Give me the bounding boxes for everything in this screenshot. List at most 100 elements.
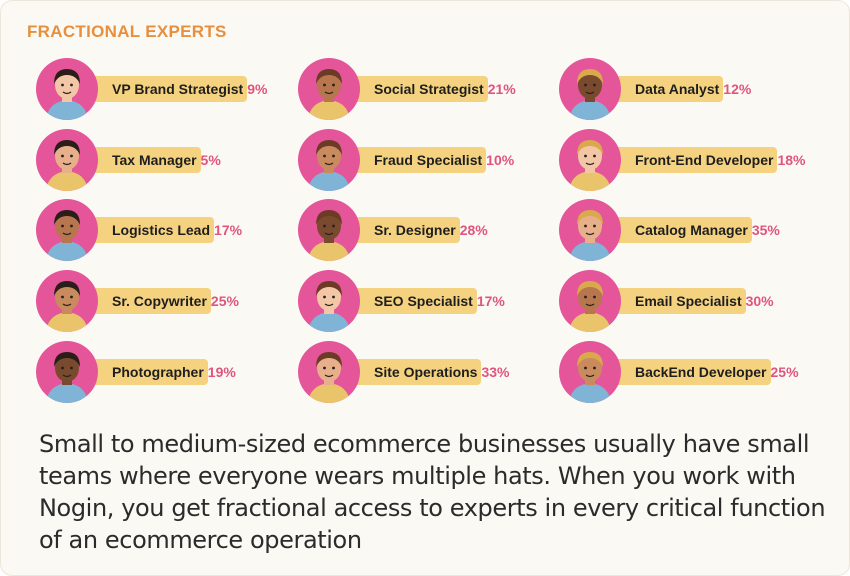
person-icon xyxy=(298,270,360,332)
person-icon xyxy=(298,58,360,120)
expert-label: Data Analyst 12% xyxy=(635,80,751,98)
expert-role: Front-End Developer xyxy=(635,152,774,168)
section-title: FRACTIONAL EXPERTS xyxy=(27,22,227,41)
label-bar xyxy=(84,217,214,243)
label-bar xyxy=(346,359,481,385)
expert-role: Tax Manager xyxy=(112,152,197,168)
label-bar xyxy=(607,359,771,385)
person-icon xyxy=(36,270,98,332)
expert-item-site-operations: Site Operations 33% xyxy=(298,341,548,403)
expert-role: BackEnd Developer xyxy=(635,364,767,380)
experts-grid: VP Brand Strategist 9% Social Strategist 21… xyxy=(1,1,850,421)
expert-role: Photographer xyxy=(112,364,204,380)
expert-percentage: 33% xyxy=(481,364,510,380)
expert-item-social-strategist: Social Strategist 21% xyxy=(298,58,548,120)
expert-item-catalog-manager: Catalog Manager 35% xyxy=(559,199,809,261)
avatar xyxy=(36,58,98,120)
expert-label: Site Operations 33% xyxy=(374,363,510,381)
person-icon xyxy=(559,270,621,332)
expert-label: Photographer 19% xyxy=(112,363,236,381)
expert-item-sr-copywriter: Sr. Copywriter 25% xyxy=(36,270,286,332)
person-icon xyxy=(298,129,360,191)
label-bar xyxy=(346,288,477,314)
person-icon xyxy=(36,129,98,191)
person-icon xyxy=(559,129,621,191)
person-icon xyxy=(36,199,98,261)
expert-role: Fraud Specialist xyxy=(374,152,483,168)
expert-role: Site Operations xyxy=(374,364,478,380)
expert-label: Catalog Manager 35% xyxy=(635,221,780,239)
label-bar xyxy=(346,147,486,173)
expert-percentage: 9% xyxy=(247,81,268,97)
expert-item-tax-manager: Tax Manager 5% xyxy=(36,129,286,191)
expert-item-logistics-lead: Logistics Lead 17% xyxy=(36,199,286,261)
avatar xyxy=(559,58,621,120)
label-bar xyxy=(346,76,488,102)
label-bar xyxy=(607,76,723,102)
expert-label: Front-End Developer 18% xyxy=(635,151,806,169)
expert-percentage: 17% xyxy=(476,293,505,309)
expert-label: VP Brand Strategist 9% xyxy=(112,80,267,98)
person-icon xyxy=(36,341,98,403)
expert-label: Logistics Lead 17% xyxy=(112,221,242,239)
expert-label: Social Strategist 21% xyxy=(374,80,516,98)
avatar xyxy=(36,129,98,191)
expert-percentage: 5% xyxy=(200,152,221,168)
expert-item-sr-designer: Sr. Designer 28% xyxy=(298,199,548,261)
avatar xyxy=(559,199,621,261)
expert-role: SEO Specialist xyxy=(374,293,473,309)
expert-label: SEO Specialist 17% xyxy=(374,292,505,310)
expert-role: Catalog Manager xyxy=(635,222,748,238)
description-text: Small to medium-sized ecommerce business… xyxy=(39,430,826,554)
expert-label: Fraud Specialist 10% xyxy=(374,151,514,169)
expert-label: Sr. Designer 28% xyxy=(374,221,488,239)
person-icon xyxy=(559,199,621,261)
expert-percentage: 21% xyxy=(487,81,516,97)
expert-percentage: 17% xyxy=(214,222,243,238)
expert-item-fraud-specialist: Fraud Specialist 10% xyxy=(298,129,548,191)
expert-percentage: 35% xyxy=(751,222,780,238)
person-icon xyxy=(36,58,98,120)
person-icon xyxy=(559,341,621,403)
avatar xyxy=(298,341,360,403)
expert-item-seo-specialist: SEO Specialist 17% xyxy=(298,270,548,332)
avatar xyxy=(559,270,621,332)
person-icon xyxy=(298,341,360,403)
label-bar xyxy=(84,147,201,173)
expert-percentage: 30% xyxy=(745,293,774,309)
expert-item-vp-brand-strategist: VP Brand Strategist 9% xyxy=(36,58,286,120)
label-bar xyxy=(607,217,752,243)
expert-label: Email Specialist 30% xyxy=(635,292,774,310)
label-bar xyxy=(84,359,208,385)
expert-percentage: 18% xyxy=(777,152,806,168)
expert-role: VP Brand Strategist xyxy=(112,81,244,97)
avatar xyxy=(298,129,360,191)
expert-label: Sr. Copywriter 25% xyxy=(112,292,239,310)
expert-item-backend-developer: BackEnd Developer 25% xyxy=(559,341,809,403)
expert-item-front-end-developer: Front-End Developer 18% xyxy=(559,129,809,191)
avatar xyxy=(36,341,98,403)
expert-percentage: 25% xyxy=(210,293,239,309)
expert-label: BackEnd Developer 25% xyxy=(635,363,799,381)
expert-item-email-specialist: Email Specialist 30% xyxy=(559,270,809,332)
expert-percentage: 12% xyxy=(723,81,752,97)
expert-role: Social Strategist xyxy=(374,81,484,97)
expert-role: Sr. Copywriter xyxy=(112,293,207,309)
expert-percentage: 19% xyxy=(207,364,236,380)
avatar xyxy=(298,270,360,332)
expert-role: Email Specialist xyxy=(635,293,742,309)
label-bar xyxy=(84,288,211,314)
avatar xyxy=(298,58,360,120)
expert-label: Tax Manager 5% xyxy=(112,151,221,169)
expert-percentage: 25% xyxy=(770,364,799,380)
expert-percentage: 28% xyxy=(459,222,488,238)
expert-item-photographer: Photographer 19% xyxy=(36,341,286,403)
avatar xyxy=(559,341,621,403)
expert-role: Logistics Lead xyxy=(112,222,211,238)
label-bar xyxy=(607,147,777,173)
avatar xyxy=(36,270,98,332)
avatar xyxy=(36,199,98,261)
label-bar xyxy=(607,288,746,314)
label-bar xyxy=(84,76,247,102)
